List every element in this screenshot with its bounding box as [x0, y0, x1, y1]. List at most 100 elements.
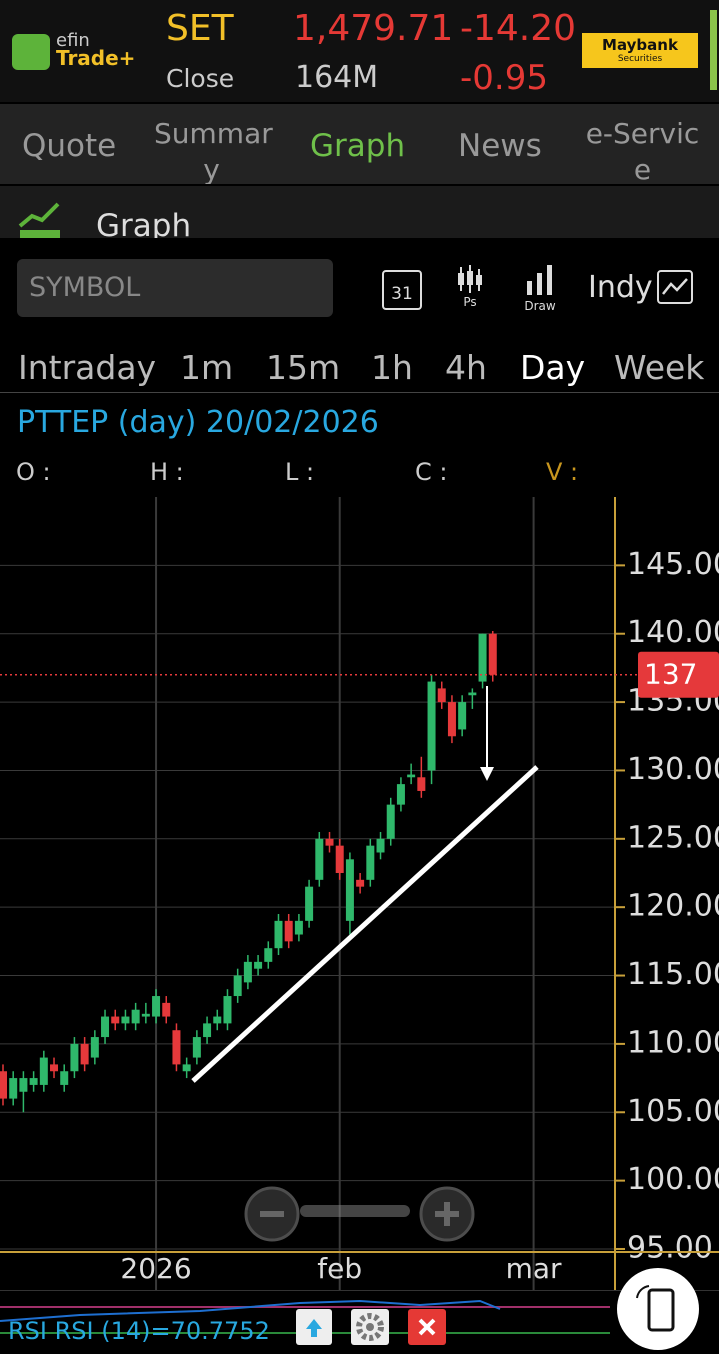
zoom-slider[interactable]	[300, 1205, 410, 1217]
up-button[interactable]	[296, 1309, 332, 1345]
candle-body	[101, 1016, 110, 1038]
candle-icon	[458, 265, 482, 293]
candle-body	[386, 804, 395, 839]
header: efin Trade+ SET 1,479.71 -14.20 Close 16…	[0, 0, 719, 102]
candle-body	[121, 1016, 130, 1024]
symbol-input[interactable]: SYMBOL	[17, 259, 333, 317]
tab[interactable]: Graph	[310, 128, 406, 164]
close-button[interactable]	[408, 1309, 446, 1345]
info-field: H :	[150, 458, 184, 486]
y-tick-label: 115.00	[627, 957, 719, 992]
y-tick-label: 125.00	[627, 820, 719, 855]
candle-body	[366, 845, 375, 880]
change: -14.20	[460, 8, 577, 49]
info-field: C :	[415, 458, 448, 486]
y-tick-label: 145.00	[627, 547, 719, 582]
grid: 95.00 100.00 105.00 110.00 115.00 120.00 125.0…	[0, 497, 719, 1290]
candle-body	[284, 920, 293, 942]
candle-body	[29, 1078, 38, 1085]
indicator-icon[interactable]	[657, 270, 695, 306]
timeframe[interactable]: 1m	[180, 348, 234, 387]
timeframe[interactable]: Week	[614, 348, 705, 387]
tab[interactable]: Quote	[22, 128, 117, 164]
candle-body	[233, 975, 242, 997]
candle-body	[9, 1078, 18, 1099]
candle-body	[345, 859, 354, 921]
candle-body	[131, 1009, 140, 1024]
minus-sign	[260, 1211, 284, 1217]
draw-button[interactable]: Draw	[515, 265, 565, 313]
candle-body	[335, 845, 344, 873]
logo-icon	[12, 34, 50, 70]
y-tick-label: 100.00	[627, 1162, 719, 1197]
candles: 137	[0, 630, 719, 1113]
candle-body	[152, 996, 161, 1017]
candle-body	[192, 1037, 201, 1058]
broker: Maybank	[602, 36, 678, 54]
x-tick-label: feb	[317, 1252, 362, 1285]
candle-body	[356, 879, 365, 887]
logo-bottom: Trade+	[56, 46, 136, 70]
tab[interactable]: e-Servic e	[585, 117, 700, 184]
settings-button[interactable]	[351, 1309, 389, 1345]
market: SET	[166, 8, 234, 49]
candle-body	[70, 1043, 79, 1072]
x-tick-label: 2026	[120, 1252, 191, 1285]
candle-body	[437, 688, 446, 703]
y-tick-label: 140.00	[627, 615, 719, 650]
tab[interactable]: News	[458, 128, 542, 164]
candle-body	[407, 774, 416, 778]
indicator-label[interactable]: Indy	[588, 270, 653, 305]
candle-body	[60, 1071, 69, 1085]
price-chart: 95.00 100.00 105.00 110.00 115.00 120.00 125.0…	[0, 497, 719, 1290]
candle-body	[203, 1023, 212, 1038]
info-field: O :	[16, 458, 51, 486]
candle-body	[478, 633, 487, 682]
info-field: L :	[285, 458, 315, 486]
candle-body	[162, 1002, 171, 1017]
plus-sign	[435, 1202, 459, 1226]
candle-body	[468, 692, 477, 696]
symbol-placeholder: SYMBOL	[29, 272, 141, 303]
timeframe[interactable]: 4h	[445, 348, 487, 387]
section-title: Graph	[96, 208, 192, 238]
candle-body	[315, 838, 324, 880]
index: 1,479.71	[293, 8, 454, 49]
tab[interactable]: Summar y	[154, 117, 273, 184]
broker-logo[interactable]: Maybank Securities	[582, 33, 698, 68]
draw-icon	[527, 265, 552, 295]
last-price-box	[638, 651, 719, 698]
rotate-button[interactable]	[617, 1268, 699, 1350]
section-header: Graph	[0, 186, 719, 238]
info-field: V :	[546, 458, 579, 486]
last-price-label: 137	[644, 658, 697, 691]
timeframe[interactable]: Day	[520, 348, 586, 387]
candle-body	[141, 1013, 150, 1017]
timeframe[interactable]: 15m	[266, 348, 341, 387]
draw-label: Draw	[524, 299, 556, 313]
timeframe-bar: Intraday 1m 15m 1h 4h Day Week	[0, 340, 719, 393]
timeframe[interactable]: 1h	[371, 348, 413, 387]
candle-body	[213, 1016, 222, 1024]
rsi-panel: RSI RSI (14)=70.7752	[0, 1290, 719, 1347]
candle-body	[427, 681, 436, 771]
candle-body	[294, 920, 303, 935]
y-tick-label: 120.00	[627, 889, 719, 924]
candle-body	[111, 1016, 120, 1024]
x-tick-label: mar	[506, 1252, 562, 1285]
y-tick-label: 110.00	[627, 1025, 719, 1060]
calendar-button[interactable]: 31	[382, 270, 422, 310]
price-style-button[interactable]: Ps	[452, 265, 488, 309]
candle-body	[172, 1030, 181, 1065]
scrollbar	[710, 10, 717, 90]
candle-body	[396, 784, 405, 805]
volume: 164M	[295, 60, 379, 95]
candle-body	[458, 702, 467, 730]
status: Close	[166, 64, 235, 93]
graph-icon	[18, 202, 60, 238]
candle-body	[19, 1078, 28, 1092]
timeframe[interactable]: Intraday	[18, 348, 157, 387]
candle-body	[50, 1064, 59, 1072]
candle-body	[223, 996, 232, 1024]
